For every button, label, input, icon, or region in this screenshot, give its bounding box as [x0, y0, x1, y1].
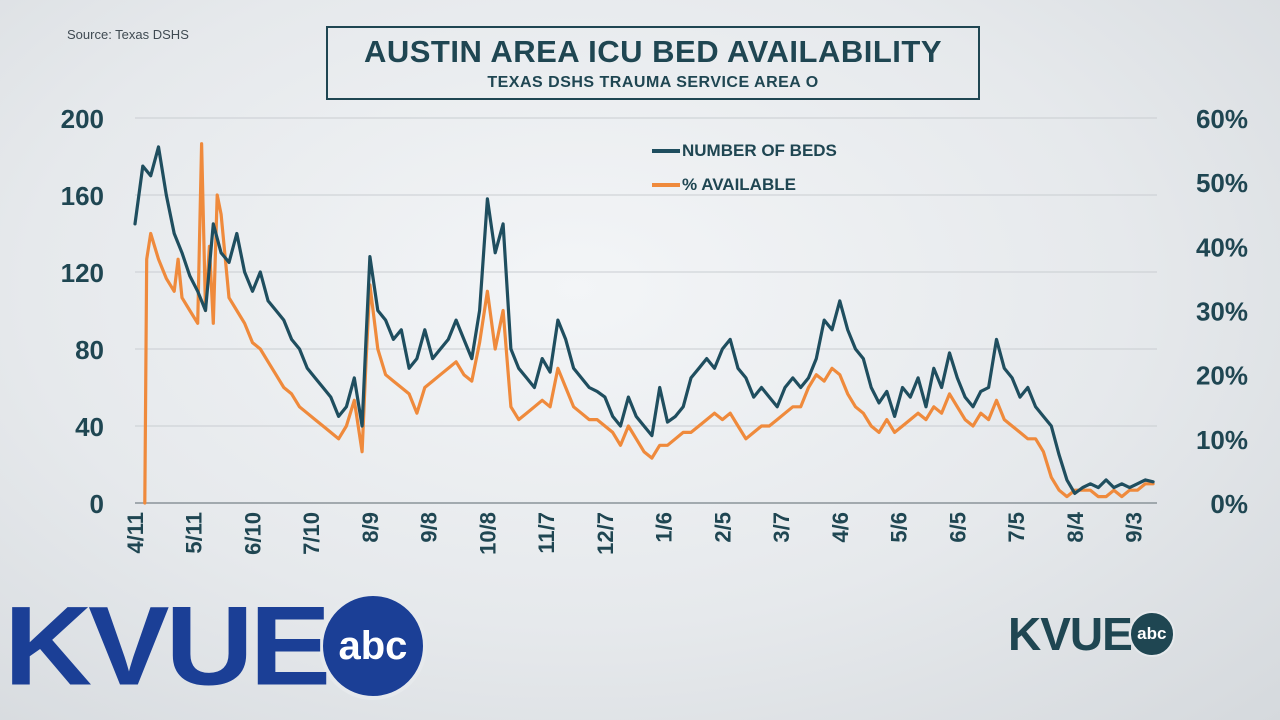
chart-title: AUSTIN AREA ICU BED AVAILABILITY: [363, 34, 942, 69]
y-right-tick-label: 40%: [1196, 232, 1248, 262]
x-tick-label: 12/7: [593, 512, 618, 555]
x-tick-label: 2/5: [710, 512, 735, 543]
x-tick-label: 5/11: [182, 512, 207, 554]
y-left-tick-label: 0: [90, 489, 104, 519]
x-tick-label: 5/6: [887, 512, 912, 543]
y-right-tick-label: 60%: [1196, 104, 1248, 134]
x-tick-label: 7/5: [1004, 512, 1029, 543]
legend-swatch-available: [652, 183, 680, 187]
x-tick-label: 6/5: [945, 512, 970, 543]
x-tick-label: 9/3: [1122, 512, 1147, 543]
chart-subtitle: TEXAS DSHS TRAUMA SERVICE AREA O: [487, 74, 819, 91]
x-tick-label: 4/6: [828, 512, 853, 543]
y-left-tick-label: 80: [75, 335, 104, 365]
y-right-tick-label: 50%: [1196, 168, 1248, 198]
y-right-tick-label: 20%: [1196, 361, 1248, 391]
source-note: Source: Texas DSHS: [67, 27, 189, 42]
series-line-beds: [133, 145, 1155, 495]
abc-logo-icon: abc: [318, 592, 427, 700]
title-box: AUSTIN AREA ICU BED AVAILABILITY TEXAS D…: [326, 26, 980, 100]
x-tick-label: 3/7: [769, 512, 794, 543]
y-left-tick-label: 40: [75, 412, 104, 442]
x-tick-label: 8/9: [358, 512, 383, 543]
y-right-tick-label: 0%: [1210, 489, 1248, 519]
series-line-available: [143, 142, 1155, 505]
legend-item-beds: NUMBER OF BEDS: [652, 134, 837, 168]
legend-item-available: % AVAILABLE: [652, 168, 837, 202]
legend-label-beds: NUMBER OF BEDS: [682, 141, 837, 160]
x-tick-label: 8/4: [1063, 511, 1088, 542]
y-left-tick-label: 160: [61, 181, 104, 211]
legend-swatch-beds: [652, 149, 680, 153]
x-tick-label: 10/8: [475, 512, 500, 555]
kvue-corner-word: KVUE: [1008, 608, 1133, 660]
kvue-abc-logo-large: KVUE abc: [4, 586, 427, 706]
series-lines: [133, 142, 1155, 505]
y-right-tick-label: 10%: [1196, 425, 1248, 455]
abc-corner-icon: abc: [1128, 611, 1175, 657]
legend: NUMBER OF BEDS % AVAILABLE: [652, 134, 837, 202]
x-tick-label: 7/10: [299, 512, 324, 555]
axis-labels: 0 40 80 120 160 200 0% 10% 20% 30% 40% 50% 60% 4/11 5/…: [61, 104, 1248, 555]
y-left-tick-label: 200: [61, 104, 104, 134]
x-tick-label: 11/7: [534, 512, 559, 554]
x-tick-label: 6/10: [240, 512, 265, 555]
kvue-abc-logo-corner: KVUE abc: [1008, 610, 1175, 658]
kvue-logo-word: KVUE: [4, 583, 331, 709]
x-tick-label: 1/6: [652, 512, 677, 543]
y-right-tick-label: 30%: [1196, 297, 1248, 327]
y-left-tick-label: 120: [61, 258, 104, 288]
grid-lines: [135, 117, 1157, 504]
legend-label-available: % AVAILABLE: [682, 175, 796, 194]
x-tick-label: 4/11: [123, 512, 148, 554]
x-tick-label: 9/8: [417, 512, 442, 543]
